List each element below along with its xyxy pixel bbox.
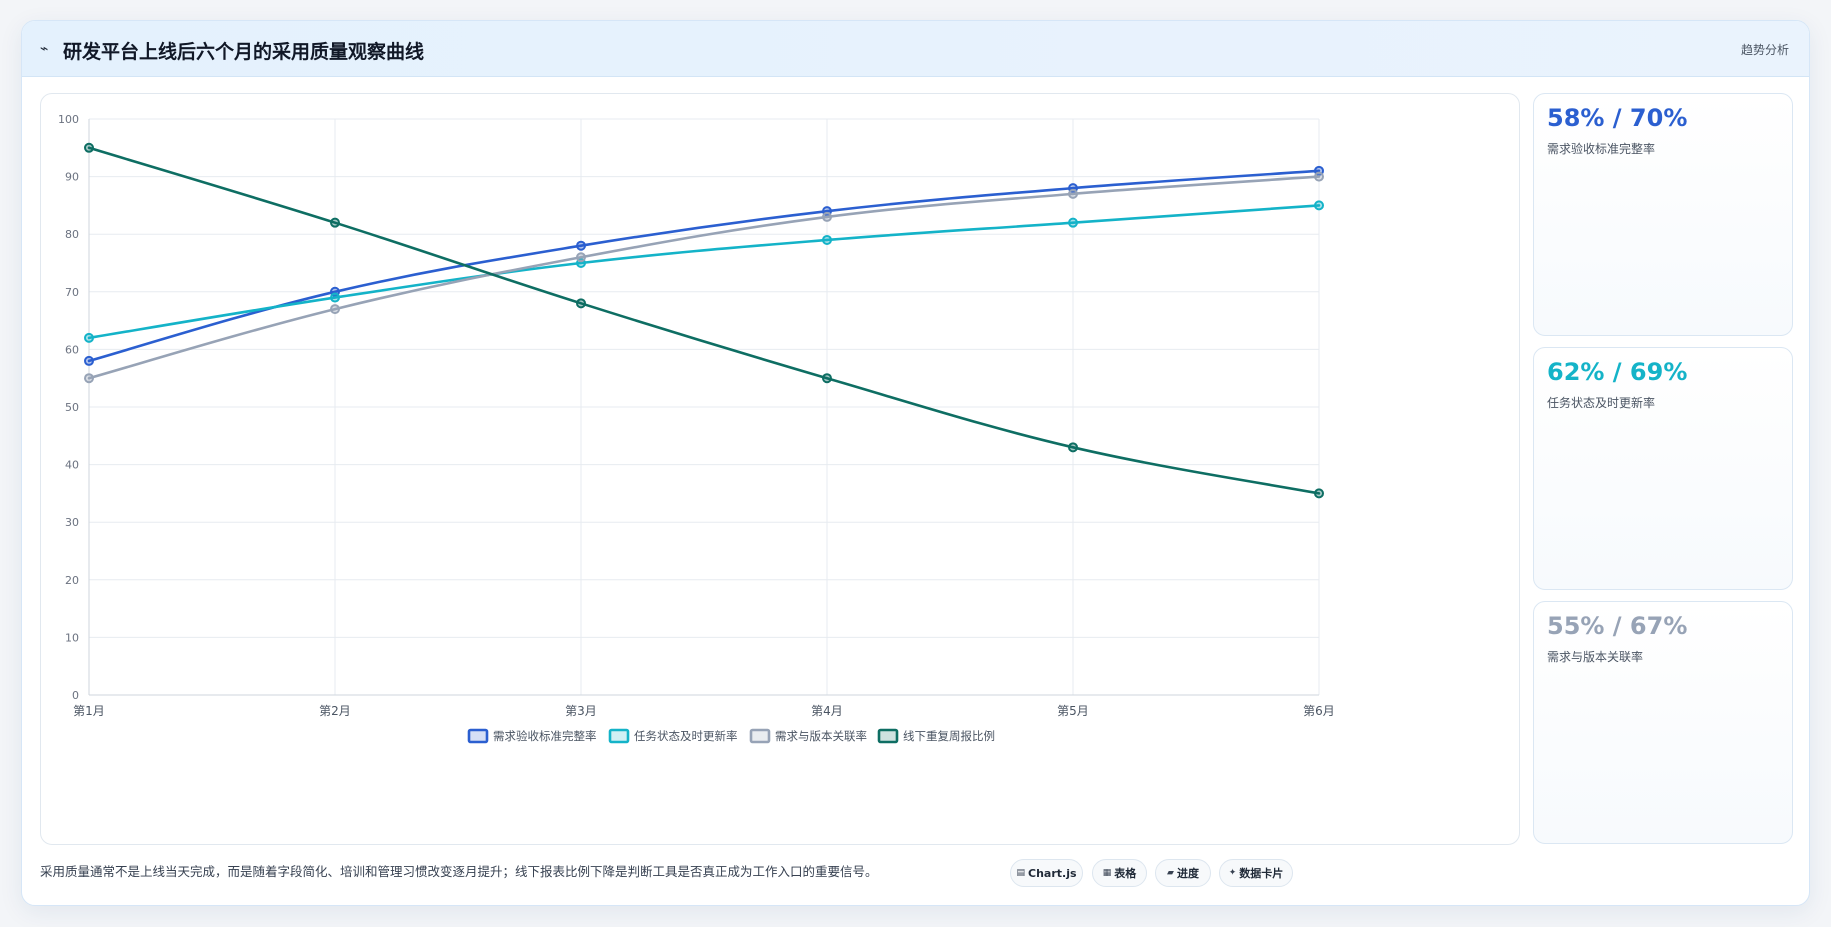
kpi-card-requirement-acceptance: 58% / 70% 需求验收标准完整率 (1533, 93, 1793, 336)
legend-item[interactable]: 任务状态及时更新率 (608, 728, 738, 744)
data-point (330, 292, 340, 303)
y-tick-label: 40 (65, 459, 79, 472)
chip-label: Chart.js (1028, 866, 1077, 880)
chart-icon: ▤ (1016, 868, 1025, 878)
data-point (822, 211, 832, 222)
chartjs-chip[interactable]: ▤ Chart.js (1010, 859, 1083, 887)
kpi-label: 需求验收标准完整率 (1547, 142, 1656, 156)
x-tick-label: 第1月 (73, 704, 105, 718)
data-point (330, 304, 340, 315)
kpi-value: 55% / 67% (1547, 612, 1688, 640)
card-header: ⌁ 研发平台上线后六个月的采用质量观察曲线 趋势分析 (22, 21, 1809, 77)
x-tick-label: 第3月 (565, 704, 597, 718)
x-tick-label: 第6月 (1303, 704, 1335, 718)
progress-icon: ▰ (1167, 868, 1174, 878)
data-point (84, 373, 94, 384)
trend-analysis-button[interactable]: 趋势分析 (1740, 43, 1789, 57)
data-point (576, 298, 586, 309)
legend-swatch (467, 728, 489, 744)
data-point (576, 240, 586, 251)
data-point (822, 373, 832, 384)
legend-label: 需求与版本关联率 (775, 729, 867, 743)
data-point (1314, 488, 1324, 499)
kpi-value: 62% / 69% (1547, 358, 1688, 386)
data-point (84, 355, 94, 366)
table-chip[interactable]: ▦ 表格 (1092, 859, 1147, 887)
kpi-label: 任务状态及时更新率 (1547, 396, 1656, 410)
y-tick-label: 50 (65, 401, 79, 414)
chip-label: 进度 (1176, 867, 1199, 880)
legend-label: 任务状态及时更新率 (634, 729, 738, 743)
chart-panel: 0 10 20 30 40 50 60 70 80 90 100 第1月 第2月 第3月 第4月 第5月 第6月… (40, 93, 1520, 845)
y-tick-label: 80 (65, 228, 79, 241)
data-point (330, 217, 340, 228)
legend-item[interactable]: 线下重复周报比例 (877, 728, 995, 744)
data-point (1068, 188, 1078, 199)
data-card-chip[interactable]: ✦ 数据卡片 (1219, 859, 1293, 887)
kpi-label: 需求与版本关联率 (1547, 650, 1644, 664)
chip-label: 数据卡片 (1239, 867, 1284, 880)
table-icon: ▦ (1102, 868, 1112, 878)
legend-swatch (608, 728, 630, 744)
x-tick-label: 第5月 (1057, 704, 1089, 718)
legend-swatch (877, 728, 899, 744)
legend-label: 需求验收标准完整率 (493, 729, 597, 743)
series-line (87, 169, 1321, 363)
series-line (87, 175, 1321, 380)
line-chart: 0 10 20 30 40 50 60 70 80 90 100 第1月 第2月 第3月 第4月 第5月 第6月… (58, 113, 1335, 744)
data-card-icon: ✦ (1228, 868, 1237, 878)
y-tick-label: 0 (72, 689, 79, 702)
chip-label: 表格 (1114, 867, 1137, 880)
legend-item[interactable]: 需求验收标准完整率 (467, 728, 597, 744)
data-point (1068, 217, 1078, 228)
series-line (87, 204, 1321, 340)
y-tick-label: 60 (65, 343, 79, 356)
legend-swatch (749, 728, 771, 744)
y-tick-label: 10 (65, 631, 79, 644)
x-tick-label: 第2月 (319, 704, 351, 718)
data-point (1314, 200, 1324, 211)
data-point (84, 142, 94, 153)
y-tick-label: 100 (58, 113, 79, 126)
data-point (822, 234, 832, 245)
data-point (84, 332, 94, 343)
footnote: 采用质量通常不是上线当天完成，而是随着字段简化、培训和管理习惯改变逐月提升；线下… (40, 864, 878, 879)
data-point (1314, 171, 1324, 182)
progress-chip[interactable]: ▰ 进度 (1155, 859, 1211, 887)
series-line (87, 146, 1321, 495)
trend-line-icon: ⌁ (40, 41, 49, 57)
data-point (1068, 442, 1078, 453)
page-title: 研发平台上线后六个月的采用质量观察曲线 (63, 41, 425, 63)
y-tick-label: 30 (65, 516, 79, 529)
data-point (576, 252, 586, 263)
y-tick-label: 20 (65, 574, 79, 587)
y-tick-label: 90 (65, 171, 79, 184)
kpi-card-version-link: 55% / 67% 需求与版本关联率 (1533, 601, 1793, 844)
kpi-value: 58% / 70% (1547, 104, 1688, 132)
x-tick-label: 第4月 (811, 704, 843, 718)
dashboard-card: ⌁ 研发平台上线后六个月的采用质量观察曲线 趋势分析 0 10 20 30 40 50 60… (21, 20, 1810, 906)
kpi-card-task-status: 62% / 69% 任务状态及时更新率 (1533, 347, 1793, 590)
legend-item[interactable]: 需求与版本关联率 (749, 728, 867, 744)
y-tick-label: 70 (65, 286, 79, 299)
legend-label: 线下重复周报比例 (903, 729, 995, 743)
